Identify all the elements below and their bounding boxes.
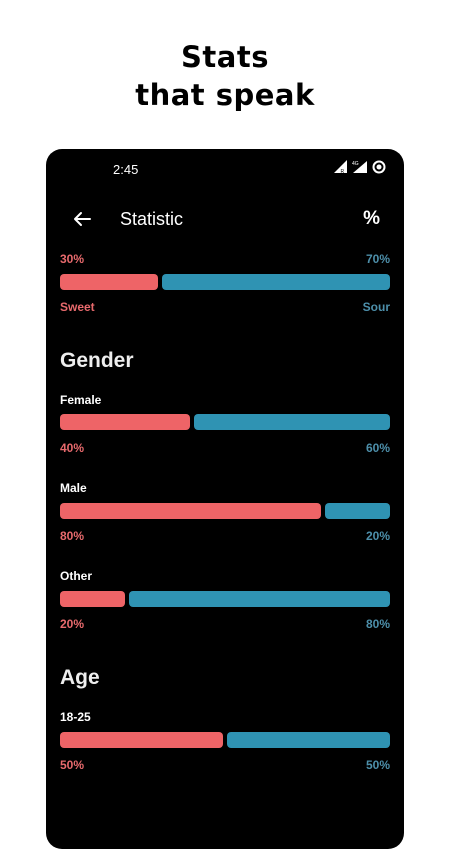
taste-bar-left-segment [60,274,158,290]
age-18-25-label: 18-25 [60,710,91,724]
gender-section-title: Gender [60,349,134,372]
gender-female-bar [60,414,390,430]
age-18-25-bar-right-segment [227,732,390,748]
taste-bar-right-segment [162,274,390,290]
gender-male-right-percent: 20% [365,529,390,543]
taste-right-label: Sour [362,300,390,314]
status-time: 2:45 [113,162,139,177]
age-section-title: Age [60,666,100,689]
status-icons: R 4G [334,160,386,174]
gender-other-bar-right-segment [129,591,390,607]
gender-other-bar-left-segment [60,591,125,607]
taste-bar [60,274,390,290]
headline-line-2: that speak [135,78,315,112]
battery-ring-icon [372,160,386,174]
taste-left-label: Sweet [60,300,95,314]
taste-right-percent: 70% [365,252,390,266]
gender-male-bar-right-segment [325,503,390,519]
gender-other-bar [60,591,390,607]
headline: Stats that speak [0,38,450,114]
age-18-25-bar [60,732,390,748]
gender-female-left-percent: 40% [60,441,85,455]
gender-male-bar-left-segment [60,503,321,519]
gender-male-label: Male [60,481,87,495]
age-18-25-bar-left-segment [60,732,223,748]
gender-male-left-percent: 80% [60,529,85,543]
gender-female-label: Female [60,393,102,407]
percent-toggle-icon[interactable]: % [363,208,380,229]
gender-other-label: Other [60,569,93,583]
age-18-25-right-percent: 50% [365,758,390,772]
age-18-25-left-percent: 50% [60,758,85,772]
phone-screen: 2:45 R 4G Statistic % 30% 70% [46,149,404,849]
svg-text:R: R [341,169,345,174]
gender-other-left-percent: 20% [60,617,85,631]
svg-text:4G: 4G [352,161,359,167]
gender-male-bar [60,503,390,519]
gender-female-bar-right-segment [194,414,390,430]
taste-left-percent: 30% [60,252,85,266]
gender-female-right-percent: 60% [365,441,390,455]
back-arrow-icon[interactable] [70,207,94,231]
headline-line-1: Stats [181,40,269,74]
page-title: Statistic [120,209,184,229]
app-bar: Statistic % [46,197,404,241]
gender-female-bar-left-segment [60,414,190,430]
signal-roaming-icon: R [334,160,347,174]
status-bar: 2:45 R 4G [46,149,404,189]
signal-4g-icon: 4G [352,161,367,173]
gender-other-right-percent: 80% [365,617,390,631]
